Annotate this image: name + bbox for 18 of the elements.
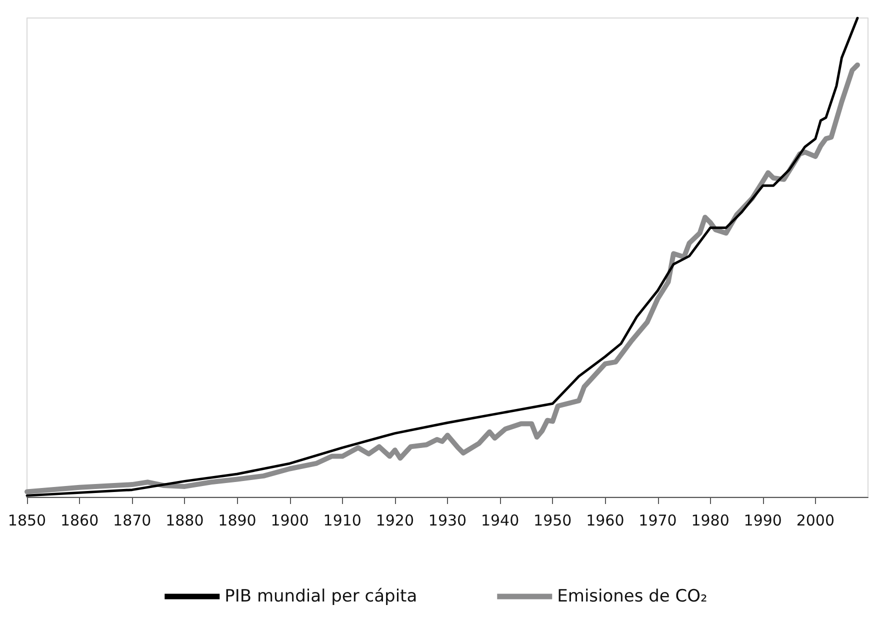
x-tick-label: 1970 — [638, 512, 677, 530]
x-tick-label: 1940 — [480, 512, 520, 530]
x-tick-label: 1870 — [113, 512, 152, 530]
x-tick-label: 1980 — [691, 512, 730, 530]
x-tick-label: 1900 — [270, 512, 309, 530]
x-tick-label: 1910 — [323, 512, 362, 530]
legend-label: PIB mundial per cápita — [224, 586, 418, 606]
x-tick-label: 1860 — [60, 512, 99, 530]
x-tick-label: 1920 — [376, 512, 414, 530]
x-tick-label: 1960 — [586, 512, 624, 530]
x-tick-label: 1930 — [428, 512, 467, 530]
x-tick-label: 1850 — [8, 512, 46, 530]
x-tick-label: 1990 — [744, 512, 782, 530]
x-tick-label: 2000 — [796, 512, 835, 530]
legend-label: Emisiones de CO₂ — [557, 586, 708, 606]
x-tick-label: 1880 — [166, 512, 204, 530]
x-tick-label: 1950 — [534, 512, 572, 530]
x-tick-label: 1890 — [218, 512, 256, 530]
